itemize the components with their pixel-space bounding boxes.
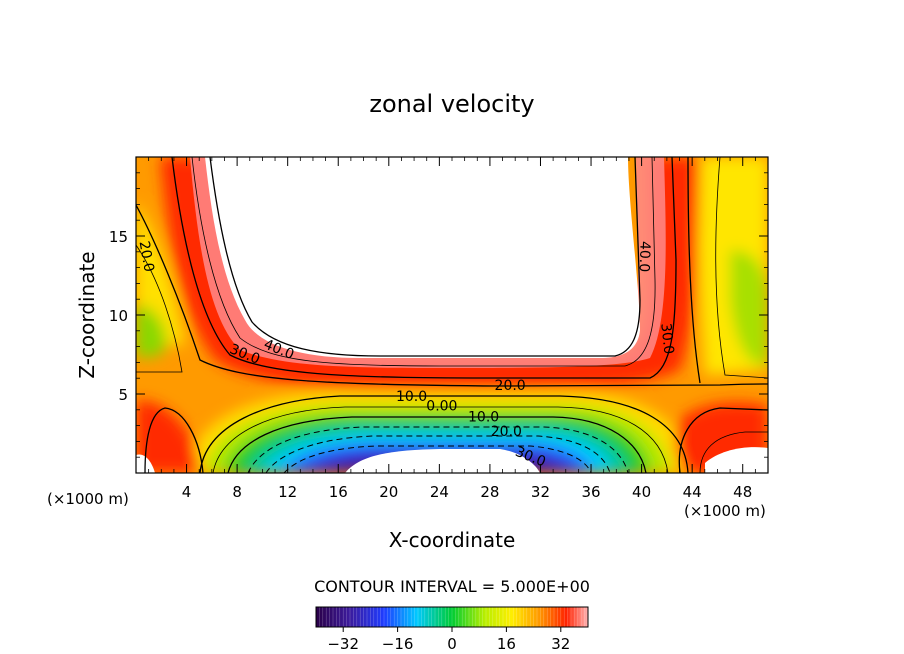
- colorbar-tick-label: 32: [551, 635, 570, 653]
- x-tick-label: 4: [182, 483, 192, 501]
- contour-label: 0.00: [426, 399, 457, 415]
- colorbar-tick-label: −32: [327, 635, 359, 653]
- contour-left-blob: [144, 407, 204, 473]
- colorbar-ticks: −32 −16 0 16 32: [327, 627, 570, 653]
- x-axis-label: X-coordinate: [389, 528, 516, 552]
- field-left-red-blob: [136, 400, 200, 473]
- contour-5-jet: [212, 406, 669, 473]
- contour-interval-note: CONTOUR INTERVAL = 5.000E+00: [314, 577, 590, 596]
- contour-0-jet: [227, 416, 647, 473]
- x-tick-label: 32: [531, 483, 550, 501]
- contour-neg20-jet: [265, 435, 611, 473]
- contour-20-right: [687, 157, 701, 384]
- z-unit-label: (×1000 m): [47, 490, 129, 508]
- x-tick-label: 12: [278, 483, 297, 501]
- contour-label: 40.0: [636, 241, 653, 273]
- colorbar-fill: [316, 607, 588, 627]
- contour-20-upper: [136, 204, 768, 387]
- y-axis-label: Z-coordinate: [75, 251, 99, 378]
- y-tick-label: 15: [109, 228, 128, 246]
- contour-right-blob-inner: [699, 431, 768, 473]
- contour-lines: [136, 157, 768, 473]
- x-tick-label: 44: [683, 483, 702, 501]
- chart-title: zonal velocity: [369, 90, 534, 118]
- x-tick-label: 36: [581, 483, 600, 501]
- x-tick-label: 40: [632, 483, 651, 501]
- contour-40-upper-outer: [191, 157, 656, 367]
- field-right-green: [730, 250, 768, 366]
- contour-label: 20.0: [495, 378, 526, 394]
- x-tick-label: 48: [733, 483, 752, 501]
- contour-15-right: [715, 157, 768, 379]
- contour-right-blob: [678, 407, 768, 473]
- y-tick-label: 10: [109, 307, 128, 325]
- colorbar-stripes: [319, 607, 585, 627]
- contour-30-upper: [171, 157, 677, 379]
- x-tick-label: 20: [379, 483, 398, 501]
- upper-white-region: [205, 157, 640, 358]
- x-unit-label: (×1000 m): [684, 502, 766, 520]
- x-tick-label: 28: [480, 483, 499, 501]
- colorbar-tick-label: 0: [447, 635, 457, 653]
- contour-label: 10.0: [468, 410, 499, 426]
- lower-white-region: [345, 449, 540, 473]
- y-tick-label: 5: [118, 386, 128, 404]
- x-tick-label: 24: [430, 483, 449, 501]
- y-axis: 5 10 15: [109, 172, 768, 458]
- colorbar-tick-label: 16: [497, 635, 516, 653]
- x-axis: 4 8 12 16 20 24 28 32 36 40 44 48: [148, 157, 756, 501]
- contour-field: [136, 157, 768, 473]
- colorbar-tick-label: −16: [382, 635, 414, 653]
- x-tick-label: 8: [232, 483, 242, 501]
- field-left-green: [136, 305, 166, 358]
- contour-label: 10.0: [396, 389, 427, 405]
- right-white-corner: [705, 447, 768, 473]
- contour-40-upper: [209, 157, 641, 357]
- x-tick-label: 16: [329, 483, 348, 501]
- colorbar: −32 −16 0 16 32: [315, 606, 589, 653]
- field-pink-rim: [190, 157, 666, 368]
- contour-label: 30.0: [657, 322, 676, 355]
- contour-label: 20.0: [136, 240, 157, 273]
- contour-10-jet: [199, 395, 689, 473]
- contour-label: 20.0: [491, 424, 522, 440]
- contour-neg30-jet: [283, 445, 592, 473]
- contour-15-left: [136, 244, 183, 373]
